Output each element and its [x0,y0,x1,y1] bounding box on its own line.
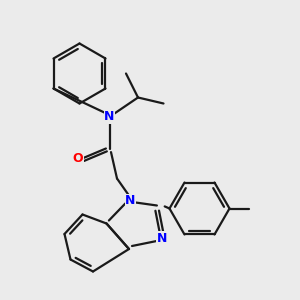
Text: N: N [104,110,115,124]
Text: N: N [157,232,167,245]
Text: O: O [73,152,83,166]
Text: N: N [125,194,136,208]
